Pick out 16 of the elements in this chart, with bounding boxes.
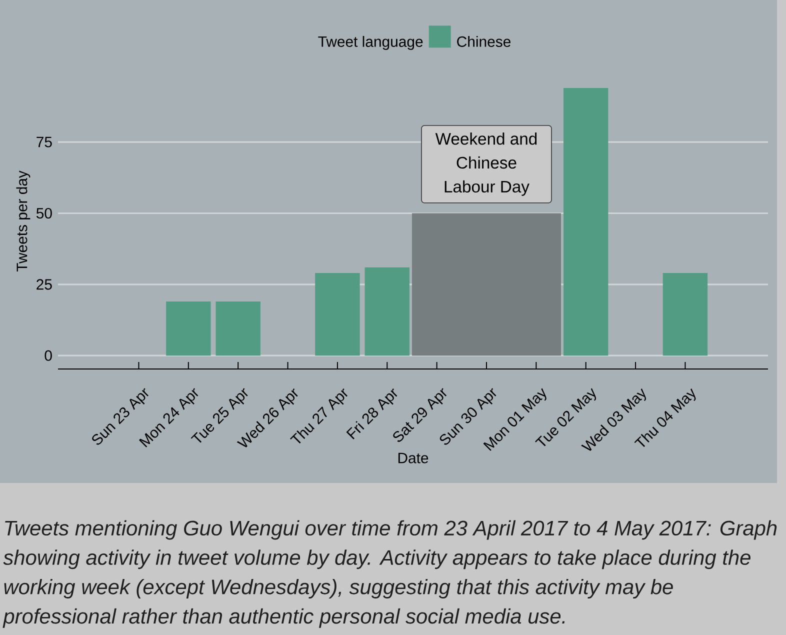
- bar: [315, 273, 360, 356]
- bar: [662, 273, 708, 356]
- y-tick-label: 0: [44, 350, 52, 361]
- legend-label: Chinese: [457, 36, 510, 47]
- bar: [216, 302, 260, 356]
- y-tick-label: 50: [36, 208, 52, 219]
- y-tick-label: 75: [36, 136, 52, 148]
- y-axis-title: Tweets per day: [16, 170, 30, 272]
- bar: [364, 267, 410, 356]
- legend-title: Tweet language: [318, 36, 423, 50]
- y-tick-label: 25: [36, 279, 52, 290]
- x-axis-title: Date: [398, 452, 428, 464]
- text: Tweets mentioning Guo Wengui over time from 23 April 2017 to 4 May 2017: Graph showing activity in tweet volume by day. Activity appears to take place during the working week (except Wednesdays), suggesting that this activity may be professional rather than authentic personal social media use.: [2, 520, 777, 628]
- bar: [166, 302, 211, 356]
- annotation: Weekend and Chinese Labour Day: [435, 132, 537, 196]
- bar: [563, 88, 608, 356]
